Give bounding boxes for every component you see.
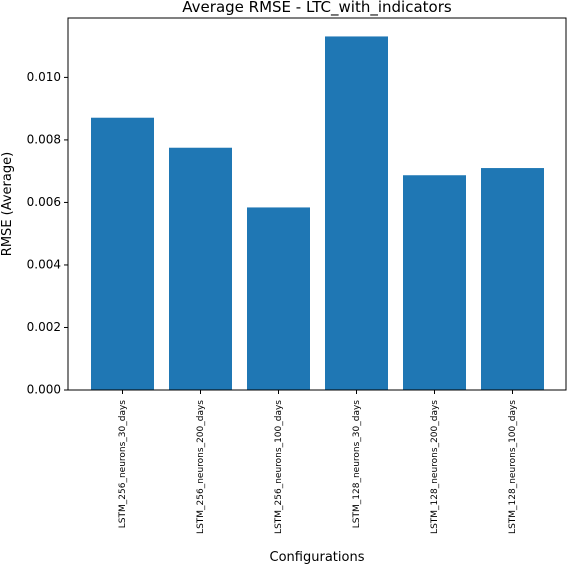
bars-group (91, 36, 544, 391)
x-axis-label: Configurations (270, 550, 365, 564)
x-tick-label: LSTM_256_neurons_200_days (196, 400, 206, 534)
y-tick-label: 0.004 (27, 257, 61, 271)
y-tick-label: 0.006 (27, 195, 61, 209)
bar-LSTM_128_neurons_200_days (403, 175, 466, 390)
chart-title: Average RMSE - LTC_with_indicators (182, 0, 452, 17)
bar-LSTM_128_neurons_30_days (325, 36, 388, 391)
bar-LSTM_256_neurons_30_days (91, 117, 154, 390)
bar-LSTM_128_neurons_100_days (481, 168, 544, 390)
x-tick-label: LSTM_128_neurons_30_days (352, 400, 362, 529)
y-tick-label: 0.002 (27, 320, 61, 334)
x-tick-label: LSTM_128_neurons_200_days (430, 400, 440, 534)
x-axis: LSTM_256_neurons_30_days LSTM_256_neurons… (118, 390, 518, 534)
plot-frame (67, 17, 567, 391)
y-axis-label: RMSE (Average) (0, 152, 15, 256)
y-tick-label: 0.010 (27, 70, 61, 84)
bar-LSTM_256_neurons_200_days (169, 147, 232, 390)
x-tick-label: LSTM_256_neurons_30_days (118, 400, 128, 529)
y-axis: 0.000 0.002 0.004 0.006 0.008 0.010 (27, 70, 68, 397)
x-tick-label: LSTM_128_neurons_100_days (508, 400, 518, 534)
y-tick-label: 0.000 (27, 383, 61, 397)
bar-LSTM_256_neurons_100_days (247, 207, 310, 390)
y-tick-label: 0.008 (27, 132, 61, 146)
x-tick-label: LSTM_256_neurons_100_days (274, 400, 284, 534)
